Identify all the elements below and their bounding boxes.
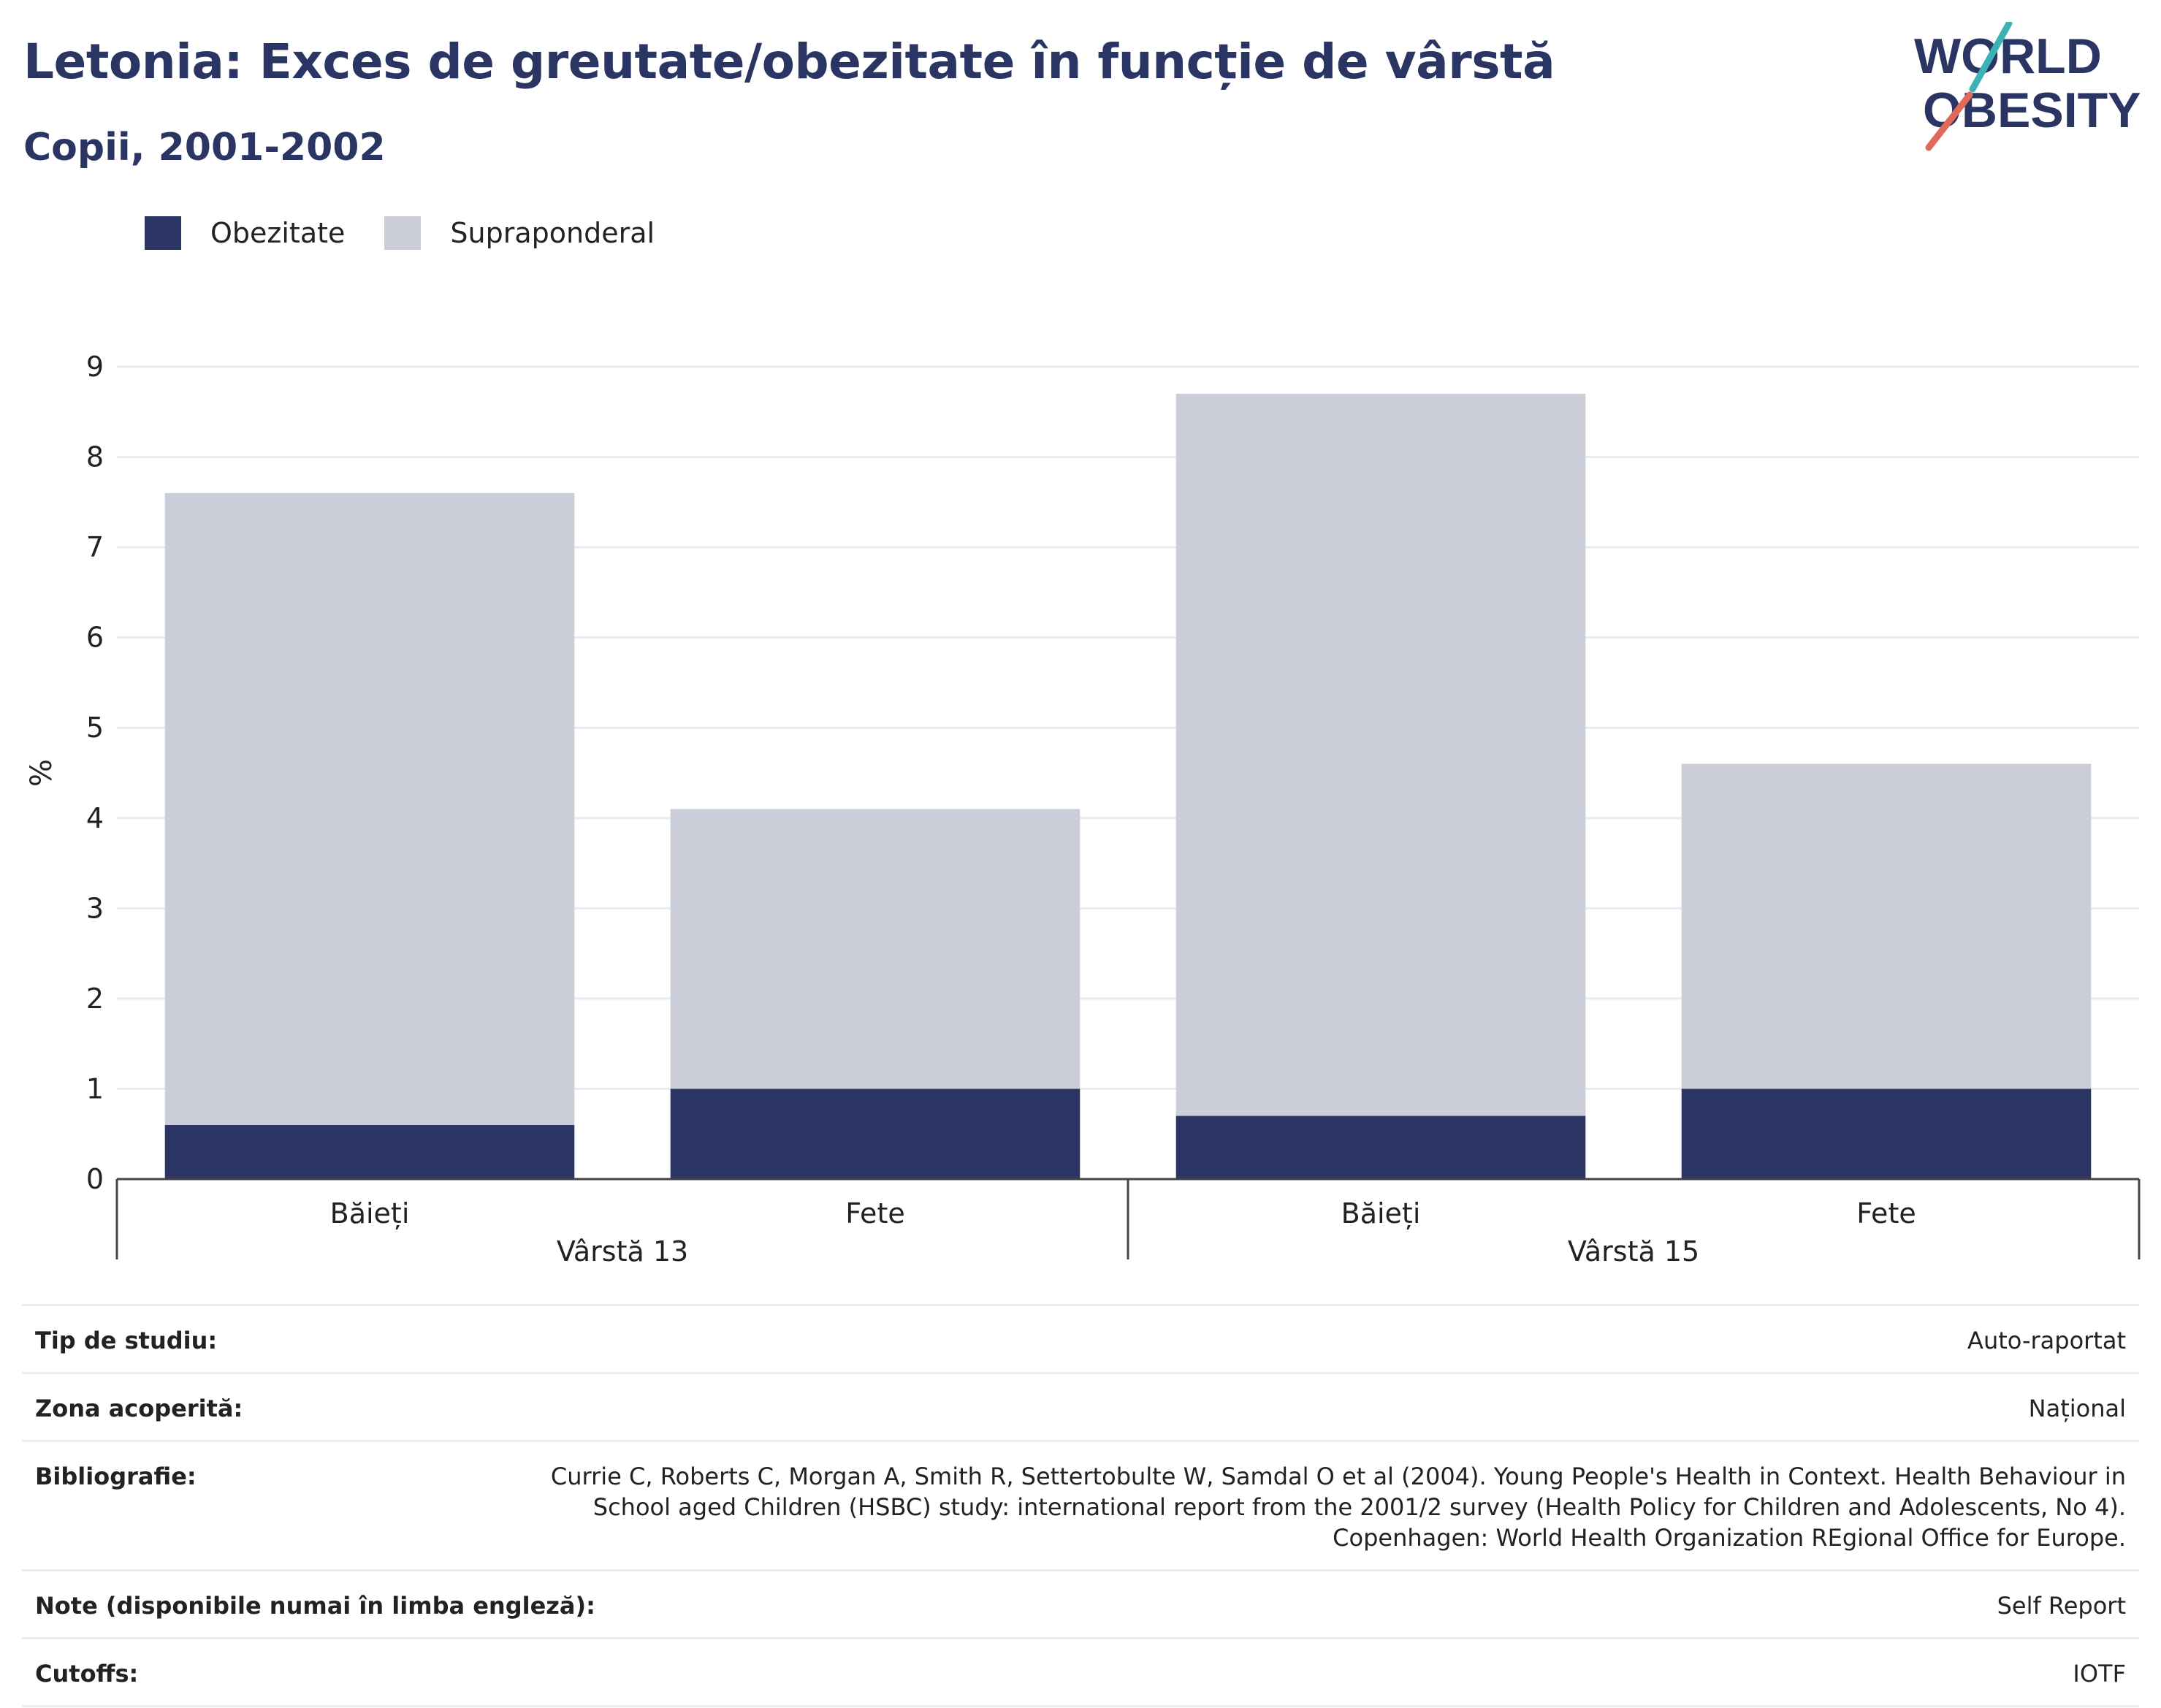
logo-teal-slash [1969, 22, 2013, 93]
info-label: Note (disponibile numai în limba engleză… [35, 1592, 595, 1620]
y-tick-label: 0 [86, 1163, 104, 1195]
y-tick-label: 2 [86, 983, 104, 1015]
info-label: Tip de studiu: [35, 1327, 218, 1354]
page-title: Letonia: Exces de greutate/obezitate în … [23, 34, 1555, 90]
bar-supraponderal [670, 809, 1080, 1089]
x-group-label: Vârstă 15 [1568, 1235, 1699, 1267]
info-row-study-type: Tip de studiu: Auto-raportat [22, 1304, 2139, 1372]
legend-swatch-obezitate [145, 216, 181, 250]
info-value: Auto-raportat [1967, 1327, 2126, 1354]
chart-legend: Obezitate Supraponderal [145, 216, 694, 250]
bar-obezitate [1175, 1116, 1586, 1179]
legend-label: Obezitate [210, 217, 346, 249]
legend-label: Supraponderal [450, 217, 655, 249]
legend-swatch-supraponderal [384, 216, 422, 250]
info-row-cutoffs: Cutoffs: IOTF [22, 1637, 2139, 1707]
world-obesity-logo: WORLD OBESITY [1914, 22, 2141, 151]
y-tick-label: 1 [86, 1072, 104, 1105]
info-label: Cutoffs: [35, 1660, 139, 1688]
y-tick-label: 8 [86, 441, 104, 473]
info-label: Bibliografie: [35, 1463, 197, 1490]
info-row-bibliography: Bibliografie: Currie C, Roberts C, Morga… [22, 1440, 2139, 1569]
bar-obezitate [1681, 1089, 2092, 1179]
x-category-label: Fete [845, 1197, 904, 1229]
page-subtitle: Copii, 2001-2002 [23, 126, 386, 169]
y-tick-label: 5 [86, 712, 104, 744]
x-category-label: Băieți [330, 1197, 410, 1229]
bar-obezitate [670, 1089, 1080, 1179]
y-axis-label: % [25, 759, 58, 787]
legend-item-obezitate[interactable]: Obezitate [145, 216, 345, 250]
x-group-label: Vârstă 13 [557, 1235, 688, 1267]
bar-supraponderal [1175, 394, 1586, 1116]
y-tick-label: 7 [86, 531, 104, 563]
bar-supraponderal [164, 492, 575, 1125]
x-category-label: Fete [1856, 1197, 1916, 1229]
bar-obezitate [164, 1124, 575, 1179]
info-value: IOTF [2073, 1660, 2126, 1688]
y-tick-label: 4 [86, 802, 104, 834]
x-category-label: Băieți [1341, 1197, 1421, 1229]
info-row-notes: Note (disponibile numai în limba engleză… [22, 1569, 2139, 1637]
bar-supraponderal [1681, 763, 2092, 1089]
legend-item-supraponderal[interactable]: Supraponderal [384, 216, 655, 250]
y-tick-label: 3 [86, 892, 104, 924]
info-value: Currie C, Roberts C, Morgan A, Smith R, … [550, 1463, 2126, 1552]
logo-red-slash [1925, 91, 1973, 151]
logo-line1: WORLD [1914, 28, 2102, 84]
y-tick-label: 9 [86, 351, 104, 383]
bar-chart: 0 1 2 3 4 5 6 7 8 9% Băieți Fete Băieți Fete Vârstă 13… [25, 351, 2141, 1267]
study-info-table: Tip de studiu: Auto-raportat Zona acoper… [22, 1304, 2139, 1707]
info-row-coverage: Zona acoperită: Național [22, 1372, 2139, 1440]
info-value: Self Report [1997, 1592, 2126, 1620]
info-label: Zona acoperită: [35, 1395, 243, 1422]
y-tick-label: 6 [86, 622, 104, 654]
info-value: Național [2028, 1395, 2126, 1422]
